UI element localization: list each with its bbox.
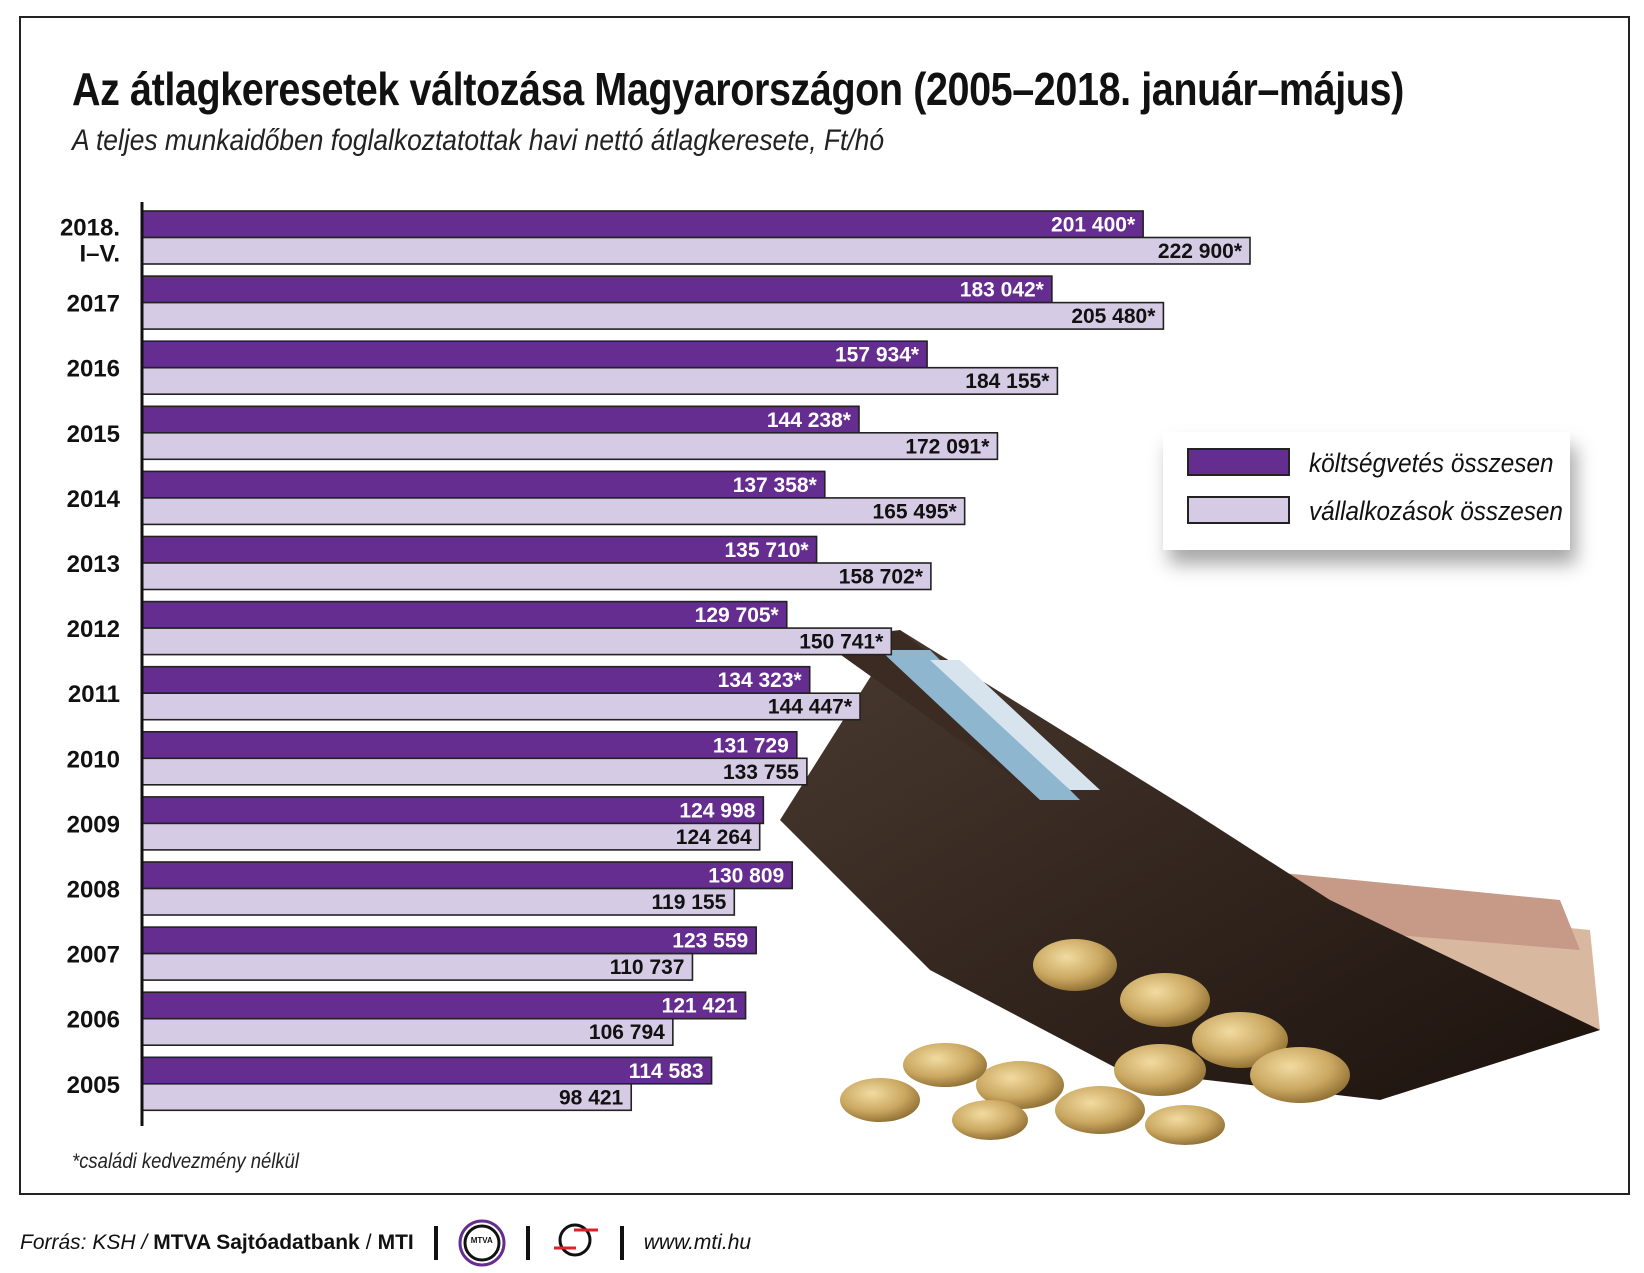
bar-business [141, 236, 1251, 265]
bar-business [141, 562, 932, 591]
bar-budget [141, 1056, 713, 1085]
bar-business [141, 301, 1165, 330]
data-label: 134 323* [718, 669, 803, 692]
bar-budget [141, 730, 798, 760]
data-label: 124 264 [676, 826, 752, 849]
divider [433, 1226, 438, 1260]
chart-subtitle: A teljes munkaidőben foglalkoztatottak h… [72, 124, 885, 157]
bar-budget [141, 991, 747, 1020]
category-label: 2012 [67, 616, 120, 643]
data-label: 205 480* [1071, 305, 1156, 328]
bar-budget [141, 405, 860, 434]
legend-swatch-budget [1187, 448, 1290, 476]
legend-label-budget: költségvetés összesen [1309, 448, 1554, 478]
bar-business [141, 1017, 674, 1047]
footer: Forrás: KSH / MTVA Sajtóadatbank / MTI M… [20, 1218, 751, 1268]
mtva-logo-text: MTVA [470, 1236, 493, 1245]
footnote: *családi kedvezmény nélkül [72, 1150, 300, 1173]
bar-business [141, 627, 893, 656]
data-label: 114 583 [629, 1060, 704, 1083]
divider [619, 1226, 624, 1260]
data-label: 124 998 [679, 799, 755, 822]
data-label: 130 809 [708, 865, 784, 888]
legend: költségvetés összesen vállalkozások össz… [1163, 432, 1570, 550]
category-label: 2018. [60, 215, 120, 242]
data-label: 135 710* [724, 539, 809, 562]
data-label: 183 042* [960, 279, 1045, 302]
category-label: 2008 [67, 877, 120, 904]
bar-budget [141, 535, 818, 564]
bar-business [141, 822, 761, 851]
data-label: 106 794 [589, 1021, 665, 1044]
bar-budget [141, 796, 765, 825]
mtva-logo: MTVA [458, 1219, 506, 1267]
mti-logo-icon [550, 1218, 600, 1268]
data-label: 144 447* [768, 696, 853, 719]
legend-label-business: vállalkozások összesen [1309, 496, 1563, 526]
data-label: 119 155 [652, 891, 727, 914]
bar-business [141, 366, 1059, 396]
data-label: 150 741* [799, 631, 884, 654]
category-label: 2011 [68, 681, 120, 708]
category-label: 2007 [67, 942, 120, 969]
bar-budget [141, 926, 757, 955]
data-label: 158 702* [839, 566, 924, 589]
bar-business [141, 952, 694, 981]
source-separator: / [365, 1231, 372, 1254]
category-label: 2016 [67, 356, 120, 383]
bar-budget [141, 470, 826, 499]
category-label: 2017 [67, 291, 120, 318]
bar-budget [141, 275, 1053, 304]
bar-budget [141, 600, 788, 629]
data-label: 123 559 [672, 930, 748, 953]
data-label: 131 729 [713, 734, 789, 757]
divider [525, 1226, 530, 1260]
website-link[interactable]: www.mti.hu [643, 1231, 752, 1254]
bar-budget [141, 340, 928, 369]
category-label: I–V. [80, 241, 121, 268]
data-label: 110 737 [610, 956, 685, 979]
legend-swatch-business [1187, 496, 1290, 524]
data-label: 172 091* [905, 435, 990, 458]
bar-business [141, 757, 808, 786]
data-label: 222 900* [1158, 240, 1243, 263]
data-label: 121 421 [662, 995, 738, 1018]
data-label: 157 934* [835, 344, 920, 367]
chart-frame [19, 16, 1630, 1195]
bar-business [141, 1083, 633, 1112]
data-label: 133 755 [723, 761, 799, 784]
data-label: 165 495* [873, 500, 958, 523]
source-prefix: Forrás: KSH / [20, 1231, 148, 1254]
category-label: 2006 [67, 1007, 120, 1034]
bar-budget [141, 665, 811, 695]
data-label: 201 400* [1051, 214, 1136, 237]
bar-business [141, 497, 966, 526]
bar-budget [141, 861, 794, 890]
data-label: 137 358* [733, 474, 818, 497]
chart-title: Az átlagkeresetek változása Magyarország… [72, 63, 1404, 115]
bar-budget [141, 210, 1144, 239]
data-label: 144 238* [767, 409, 852, 432]
coins [840, 939, 1350, 1145]
source-mti: MTI [377, 1231, 414, 1254]
category-label: 2015 [67, 421, 120, 448]
data-label: 98 421 [559, 1086, 624, 1109]
category-label: 2014 [67, 486, 121, 513]
category-label: 2009 [67, 811, 120, 838]
data-label: 184 155* [965, 370, 1050, 393]
source-mtva: MTVA Sajtóadatbank [153, 1231, 360, 1254]
data-label: 129 705* [695, 604, 780, 627]
category-label: 2013 [67, 551, 120, 578]
category-label: 2005 [67, 1072, 120, 1099]
category-label: 2010 [67, 746, 120, 773]
bar-business [141, 431, 999, 461]
bar-business [141, 887, 736, 916]
bar-business [141, 692, 861, 721]
